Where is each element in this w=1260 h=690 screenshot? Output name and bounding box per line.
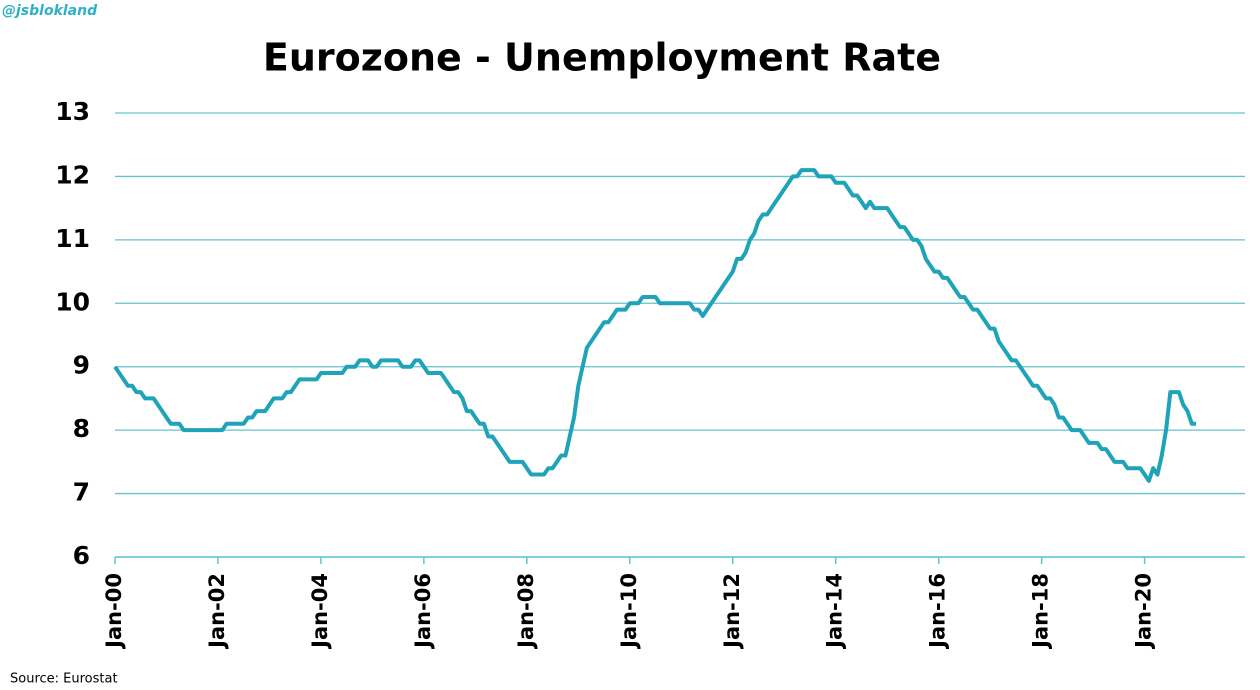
x-tick-label: Jan-18 [1029,573,1053,650]
x-tick-label: Jan-04 [308,573,332,650]
x-tick-label: Jan-02 [205,573,229,650]
handle: @jsblokland [2,3,98,19]
y-tick-label: 8 [73,414,90,443]
x-tick-label: Jan-14 [823,573,847,650]
x-tick-label: Jan-20 [1132,573,1156,650]
line [113,168,1197,483]
chart-title: Eurozone - Unemployment Rate [263,36,941,80]
y-tick-label: 9 [73,351,90,380]
y-tick-label: 6 [73,541,90,570]
x-tick-label: Jan-12 [720,573,744,650]
x-tick-label: Jan-06 [411,573,435,650]
x-tick-label: Jan-00 [102,573,126,650]
source: Source: Eurostat [10,672,118,687]
y-tick-label: 10 [55,287,90,316]
y-tick-label: 13 [55,97,90,126]
y-tick-label: 7 [73,478,90,507]
y-tick-label: 11 [55,224,90,253]
x-tick-label: Jan-10 [617,573,641,650]
x-tick-label: Jan-08 [514,573,538,650]
y-tick-label: 12 [55,160,90,189]
x-tick-label: Jan-16 [926,573,950,650]
